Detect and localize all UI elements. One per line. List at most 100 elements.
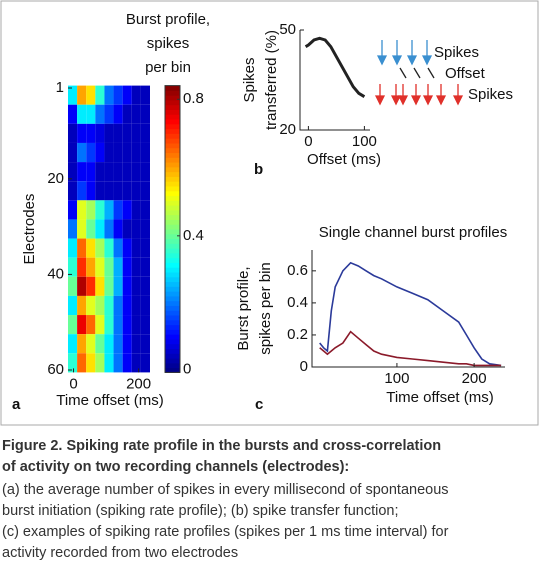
heatmap-cell <box>68 334 78 354</box>
colorbar-strip <box>165 90 180 96</box>
colorbar-strip <box>165 95 180 101</box>
heatmap-cell <box>122 142 132 163</box>
colorbar-strip <box>165 286 180 292</box>
colorbar-strip <box>165 353 180 359</box>
heatmap-cell <box>131 162 141 182</box>
x-tick-label: 0 <box>69 375 77 392</box>
colorbar-strip <box>165 181 180 187</box>
heatmap-cell <box>68 123 78 143</box>
heatmap-cell <box>122 162 132 182</box>
line-series <box>319 261 502 367</box>
colorbar-strip <box>165 209 180 216</box>
heatmap-cell <box>86 162 96 182</box>
panel-label: a <box>12 396 21 413</box>
colorbar-strip <box>165 295 180 302</box>
heatmap-cell <box>86 257 96 277</box>
colorbar-strip <box>165 114 180 120</box>
heatmap-cell <box>122 238 132 258</box>
heatmap-cell <box>77 295 87 316</box>
heatmap-cell <box>122 276 132 296</box>
line-series <box>319 330 502 367</box>
colorbar-strip <box>165 348 180 354</box>
heatmap-cell <box>140 257 150 277</box>
chart-title: Single channel burst profiles <box>319 224 507 241</box>
heatmap-cell <box>131 257 141 277</box>
colorbar-strip <box>165 142 180 149</box>
colorbar-strip <box>165 157 180 163</box>
heatmap-cell <box>113 123 123 143</box>
y-axis-label: Burst profile, <box>235 266 252 350</box>
x-tick-label: 100 <box>352 133 377 150</box>
panel-label: b <box>254 161 263 178</box>
colorbar-strip <box>165 229 180 235</box>
colorbar-strip <box>165 257 180 263</box>
heatmap-cell <box>68 200 78 220</box>
heatmap-cell <box>140 238 150 258</box>
heatmap-cell <box>113 219 123 239</box>
heatmap-cell <box>122 315 132 335</box>
heatmap-cell <box>95 123 105 143</box>
colorbar-strip <box>165 224 180 230</box>
colorbar-strip <box>165 219 180 225</box>
y-tick-label: 20 <box>47 170 64 187</box>
heatmap-cell <box>113 315 123 335</box>
caption-body: (a) the average number of spikes in ever… <box>2 482 449 498</box>
heatmap-cell <box>131 315 141 335</box>
y-tick-label: 1 <box>56 79 64 96</box>
heatmap-cell <box>77 353 87 373</box>
x-axis-label: Offset (ms) <box>307 151 381 168</box>
arrow-diagram <box>374 40 464 106</box>
heatmap-cell <box>95 181 105 201</box>
heatmap-cell <box>104 123 114 143</box>
heatmap-cell <box>86 104 96 124</box>
heatmap-cell <box>104 334 114 354</box>
colorbar-strip <box>165 315 180 321</box>
heatmap-cell <box>140 334 150 354</box>
caption-body: activity recorded from two electrodes <box>2 545 238 561</box>
heatmap-cell <box>86 295 96 316</box>
heatmap-cell <box>95 257 105 277</box>
heatmap-cell <box>131 276 141 296</box>
heatmap-cell <box>140 353 150 373</box>
x-tick-label: 100 <box>384 370 409 387</box>
heatmap-cell <box>104 162 114 182</box>
colorbar-strip <box>165 195 180 201</box>
colorbar-strip <box>165 329 180 335</box>
heatmap-cell <box>77 334 87 354</box>
heatmap-cell <box>122 200 132 220</box>
heatmap-cell <box>95 85 105 105</box>
colorbar-strip <box>165 300 180 306</box>
colorbar-strip <box>165 147 180 154</box>
heatmap-cell <box>104 238 114 258</box>
colorbar-tick-label: 0 <box>183 360 191 377</box>
heatmap-cell <box>131 238 141 258</box>
colorbar-frame <box>164 85 181 373</box>
caption-body: burst initiation (spiking rate profile);… <box>2 503 399 519</box>
panel-label: c <box>255 396 263 413</box>
colorbar-strip <box>165 252 180 259</box>
colorbar-strip <box>165 281 180 287</box>
heatmap-cell <box>77 181 87 201</box>
heatmap-cell <box>104 276 114 296</box>
heatmap-cell <box>68 181 78 201</box>
y-axis-label: transferred (%) <box>263 30 280 130</box>
colorbar-strip <box>165 362 180 369</box>
heatmap-cell <box>140 123 150 143</box>
y-axis-label: Spikes <box>241 57 258 102</box>
heatmap-cell <box>140 104 150 124</box>
heatmap-cell <box>86 85 96 105</box>
colorbar-strip <box>165 324 180 330</box>
colorbar-strip <box>165 233 180 240</box>
heatmap-cell <box>113 238 123 258</box>
colorbar-strip <box>165 214 180 220</box>
heatmap-cell <box>86 142 96 163</box>
heatmap-cell <box>77 257 87 277</box>
x-axis-label: Time offset (ms) <box>56 392 164 409</box>
heatmap-cell <box>95 353 105 373</box>
colorbar-tick-label: 0.8 <box>183 90 204 107</box>
heatmap-cell <box>68 142 78 163</box>
heatmap-cell <box>86 353 96 373</box>
heatmap-cell <box>113 85 123 105</box>
heatmap-cell <box>77 219 87 239</box>
heatmap-cell <box>68 162 78 182</box>
